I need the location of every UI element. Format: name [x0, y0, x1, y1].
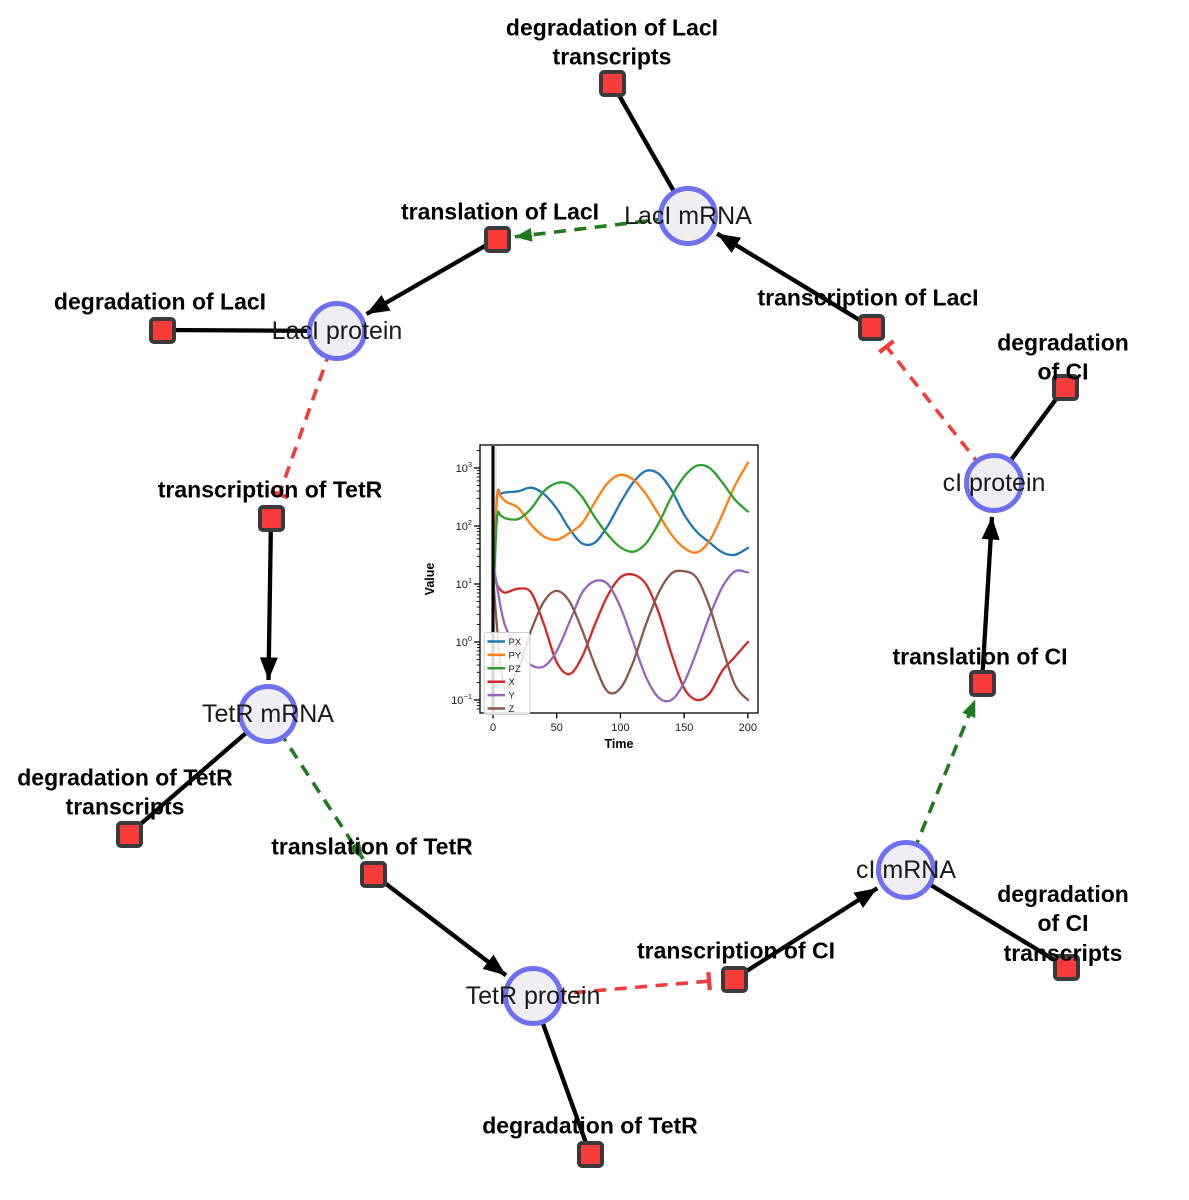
species-label-ci-protein: cI protein [942, 469, 1046, 497]
reaction-label-degradation-of-tetr-transcripts: degradation of TetR transcripts [17, 764, 233, 820]
species-node-ci-protein[interactable] [964, 453, 1024, 513]
species-label-tetr-protein: TetR protein [465, 982, 601, 1010]
species-label-laci-mrna: LacI mRNA [624, 202, 752, 230]
reaction-label-degradation-of-tetr: degradation of TetR [482, 1112, 698, 1139]
reaction-label-translation-of-ci: translation of CI [892, 643, 1068, 670]
reaction-node-translation-of-tetr[interactable] [359, 860, 387, 888]
reaction-label-degradation-of-ci-transcripts: degradation of CI transcripts [997, 880, 1129, 966]
reaction-node-degradation-of-ci-transcripts[interactable] [1052, 953, 1080, 981]
reaction-label-translation-of-laci: translation of LacI [400, 198, 600, 225]
reaction-node-transcription-of-laci[interactable] [857, 313, 885, 341]
reaction-node-degradation-of-tetr-transcripts[interactable] [115, 820, 143, 848]
reaction-node-translation-of-laci[interactable] [483, 225, 511, 253]
reaction-label-degradation-of-laci: degradation of LacI [53, 288, 267, 315]
species-node-tetr-mrna[interactable] [238, 684, 298, 744]
reaction-label-degradation-of-ci: degradation of CI [997, 329, 1129, 385]
species-label-ci-mrna: cI mRNA [856, 856, 956, 884]
species-node-laci-mrna[interactable] [658, 186, 718, 246]
reaction-node-degradation-of-tetr[interactable] [576, 1140, 604, 1168]
reaction-node-degradation-of-ci[interactable] [1051, 373, 1079, 401]
species-label-laci-protein: LacI protein [271, 317, 403, 345]
species-label-tetr-mrna: TetR mRNA [202, 700, 334, 728]
reaction-node-transcription-of-ci[interactable] [720, 965, 748, 993]
reaction-node-degradation-of-laci[interactable] [148, 316, 176, 344]
reaction-label-transcription-of-tetr: transcription of TetR [157, 476, 383, 503]
reaction-label-degradation-of-laci-transcripts: degradation of LacI transcripts [505, 14, 719, 70]
reaction-node-translation-of-ci[interactable] [968, 669, 996, 697]
reaction-label-translation-of-tetr: translation of TetR [271, 833, 473, 860]
reaction-label-transcription-of-laci: transcription of LacI [757, 284, 979, 311]
reaction-node-transcription-of-tetr[interactable] [257, 504, 285, 532]
species-node-tetr-protein[interactable] [503, 966, 563, 1026]
species-node-laci-protein[interactable] [307, 301, 367, 361]
species-node-ci-mrna[interactable] [876, 840, 936, 900]
reaction-label-transcription-of-ci: transcription of CI [636, 937, 836, 964]
reaction-node-degradation-of-laci-transcripts[interactable] [598, 69, 626, 97]
